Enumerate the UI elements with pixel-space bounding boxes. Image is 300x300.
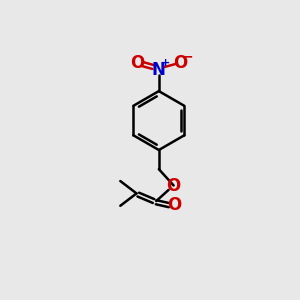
Text: O: O [173, 53, 187, 71]
Text: O: O [166, 177, 180, 195]
Text: N: N [152, 61, 166, 79]
Text: −: − [182, 50, 193, 64]
Text: O: O [130, 53, 145, 71]
Text: +: + [160, 58, 169, 68]
Text: O: O [167, 196, 181, 214]
